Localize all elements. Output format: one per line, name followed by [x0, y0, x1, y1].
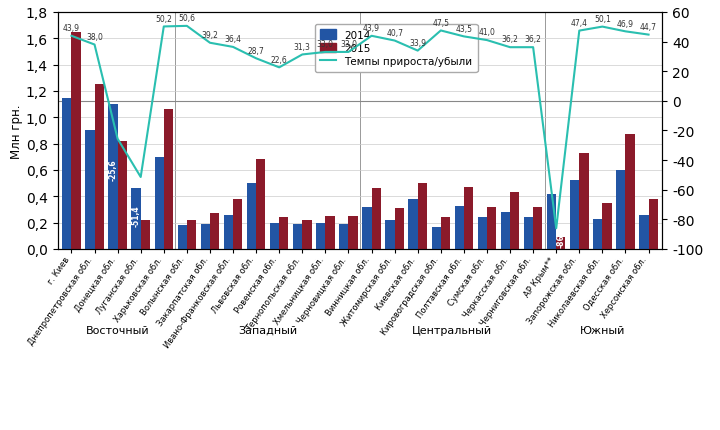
Text: 43,5: 43,5: [455, 25, 472, 34]
Text: -86,0: -86,0: [557, 226, 565, 248]
Bar: [385, 221, 395, 249]
Text: Западный: Западный: [238, 325, 297, 335]
Text: 43,9: 43,9: [63, 24, 80, 33]
Bar: [247, 184, 256, 249]
Text: 47,5: 47,5: [432, 18, 449, 28]
Bar: [603, 203, 611, 249]
Bar: [547, 194, 557, 249]
Legend: 2014, 2015, Темпы прироста/убыли: 2014, 2015, Темпы прироста/убыли: [315, 25, 477, 72]
Bar: [293, 224, 302, 249]
Bar: [649, 200, 658, 249]
Text: -51,4: -51,4: [132, 206, 140, 227]
Bar: [109, 105, 117, 249]
Bar: [454, 206, 464, 249]
Bar: [140, 221, 150, 249]
Text: 43,9: 43,9: [363, 24, 380, 33]
Bar: [270, 223, 279, 249]
Bar: [626, 135, 635, 249]
Bar: [233, 200, 242, 249]
Bar: [501, 212, 510, 249]
Bar: [117, 141, 127, 249]
Text: Восточный: Восточный: [86, 325, 150, 335]
Y-axis label: Млн грн.: Млн грн.: [10, 104, 23, 158]
Text: Центральный: Центральный: [413, 325, 492, 335]
Bar: [441, 218, 450, 249]
Bar: [279, 218, 289, 249]
Bar: [256, 160, 266, 249]
Bar: [348, 217, 358, 249]
Bar: [431, 227, 441, 249]
Bar: [302, 221, 312, 249]
Bar: [580, 154, 588, 249]
Text: 38,0: 38,0: [86, 33, 103, 42]
Text: 50,2: 50,2: [156, 15, 172, 24]
Text: 36,4: 36,4: [225, 35, 241, 44]
Bar: [639, 215, 649, 249]
Bar: [510, 193, 519, 249]
Bar: [94, 85, 104, 249]
Bar: [418, 184, 427, 249]
Bar: [224, 215, 233, 249]
Text: 33,0: 33,0: [340, 40, 357, 49]
Bar: [570, 181, 580, 249]
Bar: [533, 207, 542, 249]
Bar: [362, 207, 372, 249]
Bar: [187, 221, 196, 249]
Bar: [487, 207, 496, 249]
Bar: [395, 209, 404, 249]
Bar: [339, 224, 348, 249]
Bar: [524, 218, 533, 249]
Text: 39,2: 39,2: [202, 31, 218, 40]
Text: 36,2: 36,2: [525, 35, 541, 44]
Bar: [132, 189, 140, 249]
Bar: [616, 171, 626, 249]
Text: 36,2: 36,2: [502, 35, 518, 44]
Bar: [557, 237, 565, 249]
Text: 31,3: 31,3: [294, 43, 311, 52]
Bar: [201, 224, 210, 249]
Bar: [178, 226, 187, 249]
Bar: [316, 223, 325, 249]
Text: Южный: Южный: [580, 325, 625, 335]
Text: 47,4: 47,4: [571, 19, 588, 28]
Text: 33,9: 33,9: [409, 39, 426, 48]
Bar: [71, 33, 81, 249]
Bar: [85, 131, 94, 249]
Text: 22,6: 22,6: [271, 55, 287, 64]
Bar: [464, 187, 473, 249]
Bar: [593, 219, 603, 249]
Bar: [325, 217, 335, 249]
Bar: [408, 200, 418, 249]
Bar: [478, 218, 487, 249]
Bar: [372, 189, 381, 249]
Text: -25,6: -25,6: [109, 159, 117, 181]
Text: 50,1: 50,1: [594, 15, 611, 24]
Text: 41,0: 41,0: [479, 28, 495, 37]
Text: 50,6: 50,6: [179, 14, 195, 23]
Text: 33,0: 33,0: [317, 40, 334, 49]
Bar: [163, 110, 173, 249]
Text: 28,7: 28,7: [248, 46, 264, 55]
Text: 44,7: 44,7: [640, 23, 657, 32]
Text: 46,9: 46,9: [617, 20, 634, 28]
Bar: [62, 98, 71, 249]
Text: 40,7: 40,7: [386, 29, 403, 38]
Bar: [210, 214, 219, 249]
Bar: [155, 157, 163, 249]
